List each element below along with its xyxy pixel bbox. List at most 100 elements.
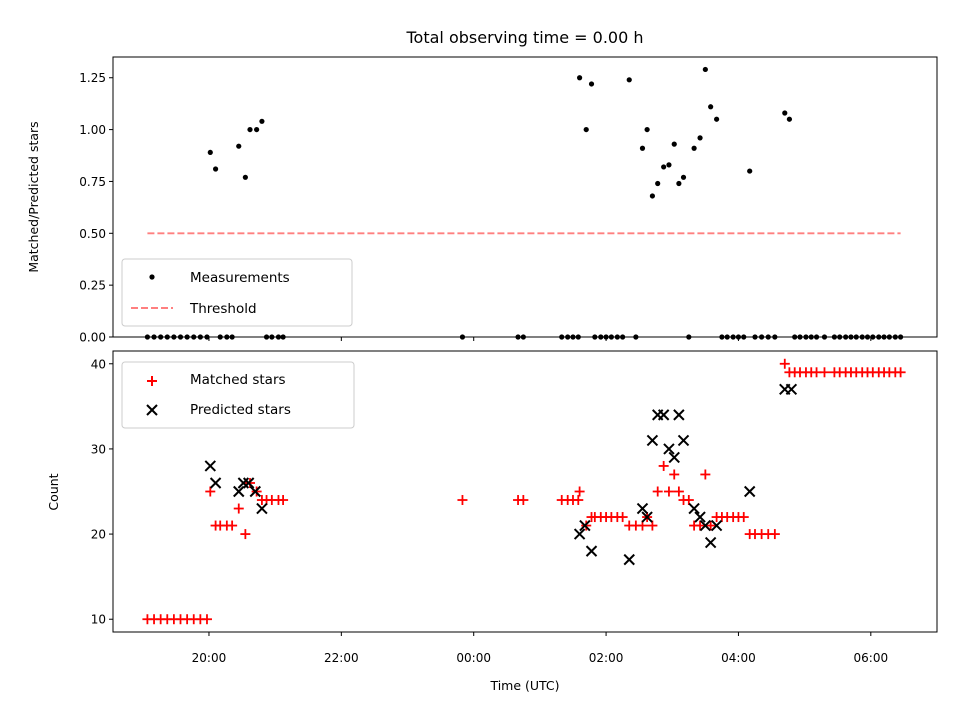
measurement-point — [691, 145, 697, 151]
matched-star-point — [574, 486, 585, 497]
measurement-point — [577, 75, 583, 81]
bottom-y-tick-label: 40 — [91, 357, 106, 371]
matched-star-point — [658, 460, 669, 471]
x-tick-label: 02:00 — [589, 651, 624, 665]
measurement-point — [184, 334, 190, 340]
matched-star-point — [663, 486, 674, 497]
predicted-star-point — [694, 511, 706, 523]
chart-title: Total observing time = 0.00 h — [405, 28, 643, 47]
measurement-point — [459, 334, 466, 340]
bottom-x-axis-ticks: 20:00 22:00 00:00 02:00 04:00 06:00 — [192, 632, 888, 665]
measurement-point — [719, 334, 725, 340]
measurement-point — [588, 81, 595, 87]
measurement-point — [515, 334, 521, 340]
legend-predicted-marker — [146, 404, 158, 416]
measurement-point — [876, 334, 882, 340]
measurement-point — [752, 334, 758, 340]
bottom-legend-box — [121, 361, 355, 429]
top-panel: 0.00 0.25 0.50 0.75 1.00 1.25 Matched/Predict… — [26, 56, 938, 345]
predicted-star-point — [573, 528, 586, 540]
x-tick-label: 22:00 — [324, 651, 359, 665]
measurement-point — [614, 334, 620, 340]
measurement-point — [813, 334, 820, 340]
bottom-legend: Matched stars Predicted stars — [121, 361, 355, 429]
matched-star-point — [617, 512, 628, 523]
top-legend-box — [121, 258, 353, 327]
measurement-point — [633, 334, 639, 340]
measurement-point — [821, 334, 828, 340]
predicted-star-point — [668, 451, 680, 464]
measurement-point — [897, 334, 904, 340]
measurement-point — [671, 141, 677, 147]
measurement-point — [803, 334, 809, 340]
bottom-y-axis-label: Count — [46, 473, 61, 510]
predicted-star-point — [256, 502, 268, 515]
matched-star-point — [573, 495, 584, 506]
predicted-star-point — [646, 434, 659, 447]
measurement-point — [859, 334, 865, 340]
measurement-point — [837, 334, 843, 340]
matched-star-point — [779, 358, 790, 369]
measurement-point — [565, 334, 571, 340]
measurement-point — [236, 143, 242, 149]
top-y-axis-ticks: 0.00 0.25 0.50 0.75 1.00 1.25 — [79, 71, 113, 345]
measurement-point — [765, 334, 771, 340]
predicted-star-point — [204, 460, 216, 472]
matched-star-point — [240, 529, 251, 540]
measurement-point — [229, 334, 235, 340]
measurement-point — [639, 145, 646, 151]
measurement-point — [782, 110, 788, 116]
predicted-star-point — [704, 536, 717, 549]
measurement-point — [881, 334, 887, 340]
measurement-point — [191, 334, 197, 340]
top-y-tick-label: 1.25 — [79, 71, 106, 85]
measurement-point — [603, 334, 609, 340]
measurement-point — [583, 126, 589, 133]
measurement-point — [151, 334, 157, 340]
predicted-star-point — [209, 477, 222, 489]
measurement-point — [224, 334, 230, 340]
measurement-point — [697, 135, 703, 141]
bottom-plot-frame — [112, 350, 938, 633]
x-tick-label: 04:00 — [721, 651, 756, 665]
top-y-tick-label: 0.75 — [79, 175, 106, 189]
measurement-point — [259, 118, 265, 124]
measurement-point — [708, 104, 714, 110]
measurement-point — [655, 180, 661, 187]
measurement-point — [730, 334, 736, 340]
bottom-y-tick-label: 10 — [91, 613, 106, 627]
measurement-point — [661, 164, 667, 170]
measurement-point — [520, 334, 526, 340]
matched-star-point — [233, 503, 244, 514]
bottom-y-tick-label: 20 — [91, 528, 106, 542]
measurement-point — [575, 334, 581, 340]
legend-threshold-label: Threshold — [189, 301, 257, 317]
bottom-y-tick-label: 30 — [91, 442, 106, 456]
predicted-star-point — [785, 383, 798, 396]
measurement-point — [197, 334, 203, 340]
top-y-tick-label: 1.00 — [79, 123, 106, 137]
matched-star-point — [895, 367, 906, 378]
measurement-point — [759, 334, 765, 340]
measurement-point — [592, 334, 598, 340]
measurement-point — [212, 166, 219, 172]
measurement-point — [207, 149, 213, 156]
measurement-point — [848, 334, 854, 340]
measurement-point — [797, 334, 803, 340]
legend-measurements-label: Measurements — [190, 270, 290, 286]
top-y-tick-label: 0.00 — [79, 331, 106, 345]
measurement-point — [570, 334, 576, 340]
x-tick-label: 00:00 — [456, 651, 491, 665]
predicted-star-point — [673, 409, 685, 421]
measurement-point — [853, 334, 859, 340]
matched-star-point — [705, 520, 716, 531]
predicted-star-point — [249, 485, 262, 498]
measurement-point — [608, 334, 614, 340]
measurement-point — [724, 334, 730, 340]
bottom-y-axis-ticks: 10 20 30 40 — [91, 357, 113, 627]
predicted-star-point — [699, 519, 712, 532]
measurement-point — [171, 334, 177, 340]
measurement-point — [892, 334, 898, 340]
matched-star-point — [278, 495, 289, 506]
